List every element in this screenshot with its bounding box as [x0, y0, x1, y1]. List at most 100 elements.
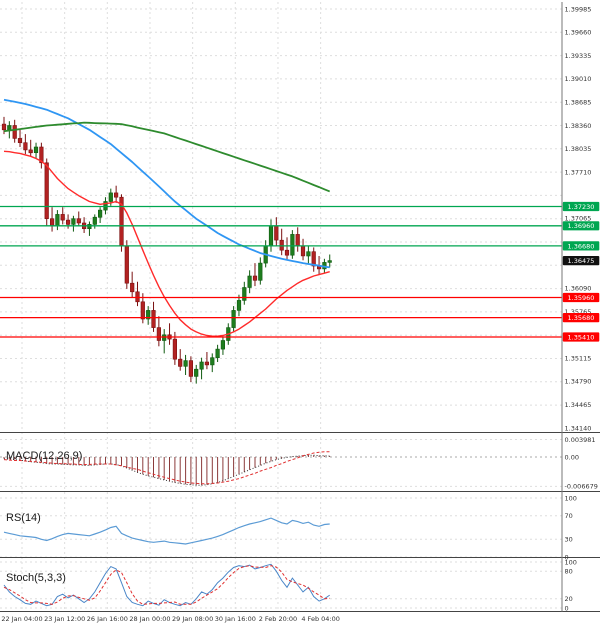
time-axis-label: 29 Jan 08:00	[172, 615, 213, 623]
support-badge	[562, 313, 600, 323]
macd-signal-line	[3, 451, 330, 485]
last-price-badge	[562, 256, 600, 266]
candle-bearish	[135, 291, 140, 303]
candle-bullish	[242, 287, 247, 301]
candle-bullish	[183, 360, 188, 367]
candle-bearish	[140, 301, 145, 320]
candle-bullish	[327, 260, 332, 263]
stoch-axis-label: 0	[565, 604, 569, 612]
time-axis-label: 30 Jan 16:00	[215, 615, 256, 623]
candle-bearish	[76, 218, 81, 224]
candle-bearish	[39, 146, 44, 164]
price-tick-label: 1.35115	[565, 354, 592, 362]
resistance-badge	[562, 201, 600, 212]
candle-bearish	[124, 245, 129, 284]
candle-bearish	[178, 358, 183, 367]
candle-bearish	[66, 219, 71, 225]
candle-bearish	[1, 123, 7, 131]
candle-bearish	[204, 361, 210, 366]
price-tick-label: 1.38035	[565, 145, 592, 153]
candle-bullish	[146, 310, 151, 320]
rsi-axis-label: 70	[565, 512, 573, 520]
stoch-axis-label: 100	[565, 558, 577, 566]
candle-bearish	[49, 218, 55, 227]
candle-bearish	[130, 282, 135, 293]
resistance-badge-label: 1.37230	[568, 203, 595, 211]
candle-bearish	[156, 327, 162, 341]
candle-bullish	[220, 340, 226, 350]
rsi-axis-label: 30	[565, 536, 573, 544]
rsi-axis-label: 0	[565, 553, 569, 561]
candle-bearish	[274, 225, 279, 241]
candle-bullish	[108, 192, 113, 202]
price-tick-label: 1.38685	[565, 98, 592, 106]
time-axis-label: 26 Jan 16:00	[87, 615, 128, 623]
candle-bearish	[17, 138, 23, 143]
ma-slow-line	[3, 121, 331, 193]
candle-bearish	[300, 245, 306, 257]
support-badge	[562, 332, 600, 342]
candle-bearish	[114, 192, 119, 198]
price-tick-label: 1.39660	[565, 29, 592, 37]
rsi-axis-label: 100	[565, 494, 577, 502]
price-tick-label: 1.35765	[565, 308, 592, 316]
support-badge-label: 1.35960	[568, 294, 595, 302]
candle-bullish	[92, 216, 97, 225]
time-axis-label: 28 Jan 00:00	[129, 615, 170, 623]
price-tick-label: 1.36090	[565, 285, 592, 293]
stoch-axis-label: 20	[565, 595, 573, 603]
macd-line	[3, 454, 330, 486]
candle-bearish	[44, 162, 49, 220]
resistance-badge-label: 1.36680	[568, 242, 595, 250]
candle-bearish	[28, 149, 33, 154]
macd-axis-label: -0.006679	[565, 483, 598, 491]
time-axis-label: 4 Feb 04:00	[301, 615, 340, 623]
candle-bullish	[33, 146, 39, 153]
candle-bearish	[60, 214, 65, 221]
time-axis-label: 23 Jan 12:00	[44, 615, 85, 623]
candle-bearish	[188, 360, 194, 377]
candle-bearish	[279, 239, 284, 251]
support-badge-label: 1.35410	[568, 333, 595, 341]
candle-bullish	[55, 214, 60, 227]
candle-bullish	[7, 125, 12, 131]
stoch-k-line	[3, 563, 330, 607]
candle-bullish	[199, 361, 204, 370]
candle-bearish	[252, 275, 258, 281]
candle-bearish	[23, 142, 28, 151]
resistance-badge	[562, 221, 600, 231]
candle-bullish	[98, 209, 103, 218]
time-axis-label: 2 Feb 20:00	[259, 615, 298, 623]
ma-medium-line	[3, 98, 330, 269]
candle-bullish	[87, 224, 92, 229]
price-tick-label: 1.38360	[565, 122, 592, 130]
price-tick-label: 1.39985	[565, 5, 592, 13]
rsi-line	[3, 517, 330, 545]
price-tick-label: 1.34140	[565, 424, 592, 432]
candle-bullish	[215, 348, 220, 359]
candle-bearish	[284, 249, 290, 256]
candle-bullish	[71, 218, 76, 225]
ma-fast-line	[3, 150, 330, 337]
macd-panel-label: MACD(12,26,9)	[6, 450, 83, 462]
candle-bullish	[258, 262, 263, 281]
support-badge-label: 1.35680	[568, 314, 595, 322]
candle-bullish	[231, 310, 236, 328]
candle-bullish	[194, 368, 199, 377]
candle-bearish	[12, 125, 17, 139]
price-tick-label: 1.39010	[565, 75, 592, 83]
stoch-axis-label: 80	[565, 568, 573, 576]
resistance-badge	[562, 241, 600, 251]
candle-bullish	[306, 251, 311, 257]
macd-axis-label: 0.003981	[565, 436, 596, 444]
candle-bullish	[290, 234, 295, 256]
price-tick-label: 1.37710	[565, 168, 592, 176]
stoch-d-line	[3, 565, 330, 605]
candle-bullish	[247, 275, 252, 288]
support-badge	[562, 292, 600, 303]
rsi-panel-label: RS(14)	[6, 512, 41, 524]
time-axis-label: 22 Jan 04:00	[1, 615, 42, 623]
price-tick-label: 1.39335	[565, 52, 592, 60]
